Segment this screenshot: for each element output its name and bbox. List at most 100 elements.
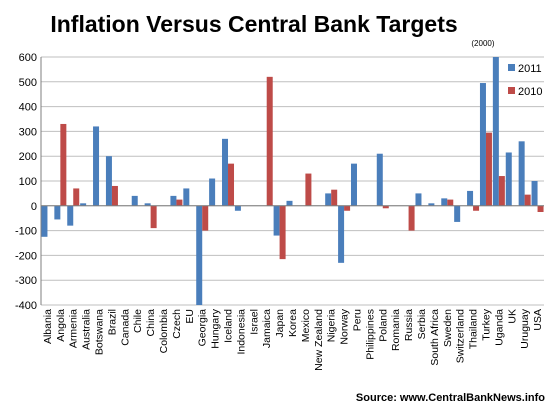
x-tick-label: Uruguay — [519, 308, 531, 348]
x-tick-label: Russia — [403, 309, 415, 341]
bar-2011-serbia — [415, 193, 422, 206]
bar-2011-georgia — [196, 205, 203, 305]
x-tick-label: Sweden — [442, 309, 454, 347]
bar-2011-uruguay — [518, 141, 525, 206]
bar-2011-turkey — [479, 83, 486, 206]
y-tick-label: 300 — [19, 126, 37, 138]
y-tick-label: -200 — [15, 250, 37, 262]
bar-2010-armenia — [73, 188, 80, 206]
bar-2011-angola — [54, 205, 61, 220]
x-tick-label: Poland — [377, 309, 389, 342]
bar-2011-iceland — [222, 138, 229, 206]
x-tick-label: Israel — [248, 309, 260, 335]
x-tick-label: Jamaica — [261, 309, 273, 348]
x-tick-label: Serbia — [416, 309, 428, 340]
bar-2010-czech — [176, 199, 183, 206]
bar-2010-usa — [537, 205, 544, 212]
bar-2010-nigeria — [331, 189, 338, 206]
bar-2011-armenia — [67, 205, 74, 226]
bar-2011-brazil — [105, 156, 112, 206]
x-tick-label: Mexico — [300, 309, 312, 342]
x-tick-label: Georgia — [197, 309, 209, 347]
bar-2011-indonesia — [234, 205, 241, 211]
x-tick-label: South Africa — [429, 309, 441, 366]
bar-2011-sweden — [441, 198, 448, 206]
bars — [41, 57, 544, 305]
bar-2011-switzerland — [454, 205, 461, 222]
y-tick-label: -300 — [15, 275, 37, 287]
x-tick-label: Colombia — [158, 309, 170, 354]
y-tick-label: -100 — [15, 226, 37, 238]
x-tick-label: Albania — [42, 309, 54, 344]
x-tick-label: Czech — [171, 309, 183, 339]
y-tick-label: 100 — [19, 176, 37, 188]
x-tick-label: China — [145, 309, 157, 337]
bar-2011-korea — [286, 200, 293, 206]
x-axis: Albania Angola Armenia Australia Botswana Bra… — [41, 205, 544, 371]
bar-2010-russia — [408, 205, 415, 231]
bar-2010-mexico — [305, 173, 312, 206]
x-tick-label: Botswana — [94, 309, 106, 355]
x-tick-label: Nigeria — [326, 309, 338, 342]
bar-2011-uk — [505, 152, 512, 206]
bar-2011-thailand — [467, 190, 474, 206]
x-tick-label: Angola — [55, 309, 67, 342]
y-tick-label: -400 — [15, 300, 37, 312]
bar-2011-norway — [338, 205, 345, 263]
x-tick-label: UK — [506, 309, 518, 324]
legend-label-2010: 2010 — [518, 86, 542, 98]
legend-swatch-2011 — [508, 64, 515, 71]
x-tick-label: Thailand — [468, 309, 480, 349]
x-tick-label: Turkey — [480, 308, 492, 340]
y-axis: -400 -300 -200 -100 0 100 200 300 400 500 600 — [15, 52, 42, 312]
bar-2011-botswana — [93, 126, 100, 206]
x-tick-label: Norway — [339, 308, 351, 344]
bar-2010-angola — [60, 123, 67, 206]
legend: 2011 2010 — [508, 63, 542, 98]
bar-2011-hungary — [209, 178, 216, 206]
x-tick-label: EU — [184, 309, 196, 324]
bar-2011-usa — [531, 181, 538, 206]
bar-2010-japan — [279, 205, 286, 260]
x-tick-label: Korea — [287, 309, 299, 337]
bar-2010-georgia — [202, 205, 209, 231]
bar-2010-iceland — [228, 163, 235, 206]
bar-2010-norway — [344, 205, 351, 211]
legend-label-2011: 2011 — [518, 63, 542, 75]
x-tick-label: Brazil — [106, 309, 118, 335]
bar-2010-uganda — [498, 176, 505, 206]
x-tick-label: Australia — [81, 309, 93, 350]
bar-2011-poland — [376, 153, 383, 206]
bar-2011-china — [144, 203, 151, 206]
x-tick-label: Romania — [390, 309, 402, 351]
bar-2010-uruguay — [524, 194, 531, 206]
bar-2011-chile — [131, 195, 138, 206]
bar-2011-australia — [80, 203, 87, 206]
x-tick-label: USA — [532, 309, 544, 331]
source-text: Source: www.CentralBankNews.info — [356, 392, 545, 404]
x-tick-label: Uganda — [493, 309, 505, 346]
x-tick-label: Chile — [132, 309, 144, 333]
y-tick-label: 400 — [19, 102, 37, 114]
bar-2010-turkey — [485, 132, 492, 206]
turkey-annotation: (2000) — [471, 39, 494, 48]
x-tick-label: Japan — [274, 309, 286, 338]
chart-title: Inflation Versus Central Bank Targets — [50, 11, 457, 37]
bar-2011-japan — [273, 205, 280, 236]
x-tick-label: Peru — [351, 309, 363, 331]
bar-2010-poland — [382, 205, 389, 209]
x-tick-label: New Zealand — [313, 309, 325, 371]
bar-2011-south-africa — [428, 203, 435, 206]
y-tick-label: 600 — [19, 52, 37, 64]
bar-2010-thailand — [473, 205, 480, 211]
x-tick-label: Indonesia — [235, 309, 247, 355]
y-tick-label: 500 — [19, 77, 37, 89]
bar-2010-jamaica — [266, 76, 273, 206]
x-tick-label: Canada — [119, 309, 131, 346]
bar-2011-uganda — [492, 57, 499, 206]
y-tick-label: 200 — [19, 151, 37, 163]
bar-2011-nigeria — [325, 193, 332, 206]
bar-2011-peru — [350, 163, 357, 206]
legend-swatch-2010 — [508, 87, 515, 94]
